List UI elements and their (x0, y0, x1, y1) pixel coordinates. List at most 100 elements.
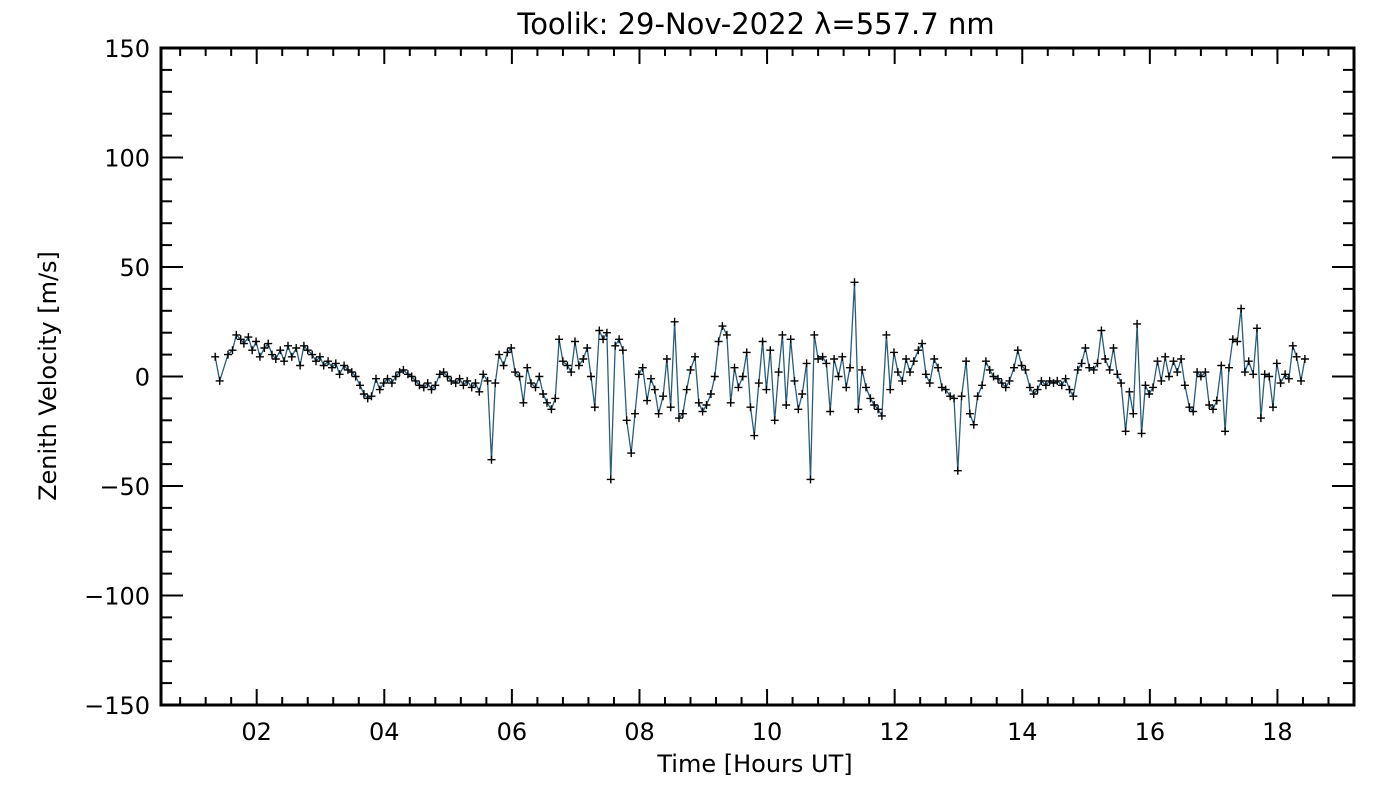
data-point (479, 370, 488, 379)
data-point (515, 372, 524, 381)
data-point (419, 383, 428, 392)
data-point (1256, 414, 1265, 423)
data-point (228, 346, 237, 355)
data-point (284, 341, 292, 350)
data-point (224, 350, 232, 359)
data-point (766, 346, 775, 355)
data-point (487, 455, 496, 464)
data-point (1057, 381, 1066, 390)
data-point (387, 379, 396, 388)
data-point (858, 365, 867, 374)
data-point (834, 372, 843, 381)
data-point (539, 390, 548, 398)
data-point (1133, 319, 1142, 328)
y-tick-label: 50 (119, 254, 150, 282)
x-tick-label: 06 (497, 718, 528, 746)
data-point (638, 363, 647, 372)
data-point (1212, 396, 1221, 405)
data-point (997, 379, 1006, 388)
y-tick-label: −100 (84, 583, 150, 611)
data-point (774, 368, 783, 377)
data-point (662, 355, 671, 363)
y-tick-label: −150 (84, 692, 150, 720)
data-point (647, 374, 655, 383)
data-point (1221, 427, 1230, 436)
data-point (854, 405, 863, 414)
y-tick-label: 150 (104, 35, 150, 63)
data-point (1180, 381, 1189, 390)
data-point (962, 357, 971, 366)
data-point (730, 363, 739, 372)
data-point (563, 361, 572, 370)
data-point (1205, 401, 1214, 409)
data-point (682, 385, 691, 394)
data-point (1233, 337, 1242, 346)
data-point (280, 357, 289, 366)
x-tick-label: 14 (1007, 718, 1038, 746)
data-point (239, 339, 248, 348)
data-point (547, 405, 556, 414)
data-point (451, 379, 460, 388)
data-point (722, 330, 731, 339)
data-point (236, 335, 245, 344)
data-point (1240, 368, 1249, 377)
data-point (902, 355, 911, 363)
x-tick-label: 16 (1135, 718, 1166, 746)
data-point (1300, 355, 1309, 363)
data-point (1228, 335, 1237, 344)
data-point (770, 416, 779, 425)
data-point (1201, 368, 1210, 377)
data-point (973, 392, 982, 401)
data-point (459, 381, 468, 390)
data-point (427, 385, 436, 394)
data-point (1010, 363, 1018, 372)
data-point (877, 411, 886, 420)
data-point (930, 355, 939, 363)
data-point (750, 431, 759, 440)
data-point (1101, 355, 1110, 363)
data-point (941, 385, 950, 394)
data-point (308, 350, 317, 359)
data-point (587, 372, 595, 381)
data-point (507, 344, 516, 352)
data-point (978, 381, 987, 390)
data-point (981, 357, 990, 366)
data-point (691, 352, 699, 361)
data-point (874, 405, 883, 414)
data-point (1109, 344, 1118, 352)
data-point (1073, 365, 1082, 374)
data-point (431, 381, 440, 390)
data-point (686, 365, 695, 374)
data-point (666, 403, 675, 412)
data-point (303, 346, 312, 355)
data-point (1292, 352, 1301, 361)
data-point (543, 398, 551, 407)
data-point (471, 379, 480, 388)
y-tick-label: 0 (135, 364, 150, 392)
data-point (443, 372, 452, 381)
data-point (965, 409, 974, 418)
data-point (351, 372, 360, 381)
data-point (1237, 304, 1246, 313)
data-point (340, 361, 349, 370)
data-point (347, 368, 356, 377)
data-point (555, 335, 564, 344)
data-point (631, 409, 639, 418)
data-point (1081, 344, 1090, 352)
plot-frame (159, 46, 1356, 707)
data-point (1253, 324, 1261, 333)
data-point (846, 363, 854, 372)
data-point (260, 344, 269, 352)
data-point (211, 352, 220, 361)
data-point (862, 383, 870, 392)
x-tick-label: 18 (1262, 718, 1293, 746)
data-point (866, 394, 875, 403)
data-point (1105, 365, 1114, 374)
data-point (790, 376, 799, 385)
data-point (822, 359, 831, 368)
data-point (415, 381, 424, 390)
data-point (1177, 355, 1186, 363)
data-point (1029, 390, 1038, 398)
data-point (287, 352, 296, 361)
